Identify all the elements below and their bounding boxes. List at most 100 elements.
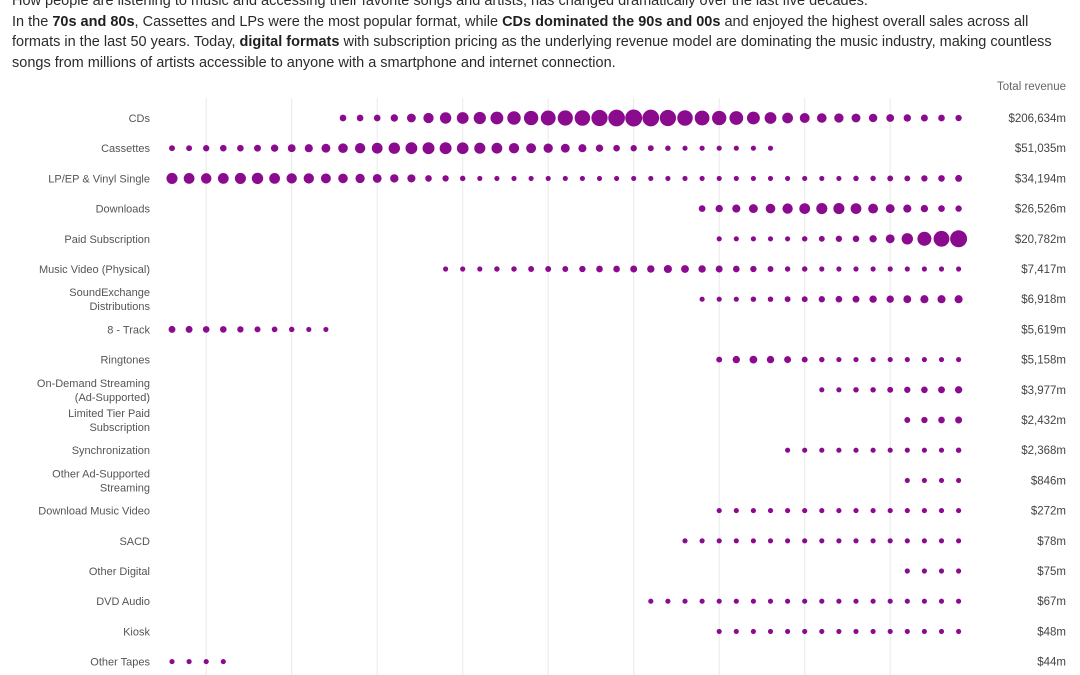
revenue-dot [508,143,520,154]
revenue-dot [254,326,261,333]
revenue-dot [785,236,791,242]
format-row: Paid Subscription $20,782m [64,230,1066,248]
revenue-dot [819,508,825,514]
revenue-dot [642,109,660,127]
revenue-dot [682,538,688,544]
revenue-dot [234,172,246,184]
revenue-dot [407,174,416,183]
revenue-dot [202,326,210,333]
revenue-dot [868,203,879,214]
revenue-dot [338,173,348,184]
revenue-dot [818,296,825,303]
revenue-dot [904,417,911,423]
revenue-dot [799,203,811,214]
revenue-dot [921,416,928,424]
revenue-dot [750,236,756,242]
revenue-dot [921,477,927,483]
revenue-dot [921,266,927,272]
revenue-dot [354,143,366,154]
revenue-dot [852,295,860,303]
revenue-dot [784,266,791,272]
revenue-dot [954,386,963,394]
revenue-dot [545,266,552,272]
category-label: Limited Tier Paid [68,408,150,420]
revenue-dot [817,113,827,123]
revenue-dot [271,326,278,333]
revenue-dot [853,628,859,634]
revenue-dot [767,236,774,242]
revenue-dot [819,387,825,393]
revenue-dot [901,233,913,245]
format-row: Other Tapes $44m [90,657,1066,669]
category-label: Kiosk [123,626,150,638]
total-revenue-value: $20,782m [1015,234,1066,246]
revenue-dot [473,111,486,125]
revenue-dot [887,386,894,393]
revenue-dot [545,175,551,181]
revenue-dot [528,266,535,272]
revenue-dot [904,266,910,272]
revenue-dot [955,447,962,453]
revenue-dot [183,173,195,184]
revenue-dot [647,265,655,273]
revenue-dot [699,296,705,302]
revenue-dot [886,114,895,122]
revenue-dot [186,145,193,152]
revenue-dot [490,111,504,125]
revenue-dot [802,175,808,181]
format-row: Cassettes $51,035m [101,142,1066,155]
revenue-dot [887,266,893,272]
revenue-dot [938,205,945,212]
revenue-dot [733,598,739,604]
revenue-dot [938,416,945,424]
revenue-dot [870,538,876,544]
revenue-dot [801,266,808,272]
revenue-dot [818,235,825,242]
revenue-dot [219,144,227,152]
revenue-dot [887,508,893,514]
revenue-dot [406,113,416,123]
intro-text-4: and enjoyed the highest overall sales ac… [12,13,1029,51]
total-revenue-value: $48m [1037,626,1066,638]
revenue-dot [886,295,894,303]
revenue-dot [956,628,962,634]
category-label: Cassettes [101,143,150,155]
revenue-dot [956,568,962,574]
revenue-dot [767,145,774,151]
revenue-dot [749,355,758,364]
revenue-dot [920,295,929,304]
revenue-dot [682,175,688,181]
intro-text: How people are listening to music and ac… [12,0,1052,73]
revenue-dot [254,144,261,152]
revenue-dot [956,477,962,483]
revenue-dot [904,175,911,182]
total-revenue-value: $44m [1037,657,1066,669]
revenue-dot [595,144,604,152]
revenue-dot [904,628,910,634]
revenue-dot [422,142,435,155]
revenue-dot [801,356,808,363]
revenue-dot [321,143,331,153]
revenue-dot [921,628,927,634]
revenue-dot [870,508,876,514]
format-row: Downloads $26,526m [96,203,1066,216]
revenue-dot [716,508,722,514]
revenue-dot [869,295,877,303]
revenue-dot [955,205,962,212]
revenue-dot [819,538,825,544]
total-revenue-value: $2,432m [1021,415,1066,427]
revenue-dot [887,628,893,634]
revenue-dot [819,598,825,604]
revenue-dot [801,236,808,242]
revenue-dot [733,538,739,544]
revenue-dot [766,355,775,364]
revenue-dot [921,386,928,394]
revenue-dot [870,447,876,453]
revenue-dot [819,628,825,634]
revenue-dot [750,265,757,273]
revenue-dot [955,114,962,122]
revenue-dot [699,598,705,604]
revenue-dot [835,295,843,303]
revenue-dot [528,175,534,181]
revenue-dot [251,172,264,185]
